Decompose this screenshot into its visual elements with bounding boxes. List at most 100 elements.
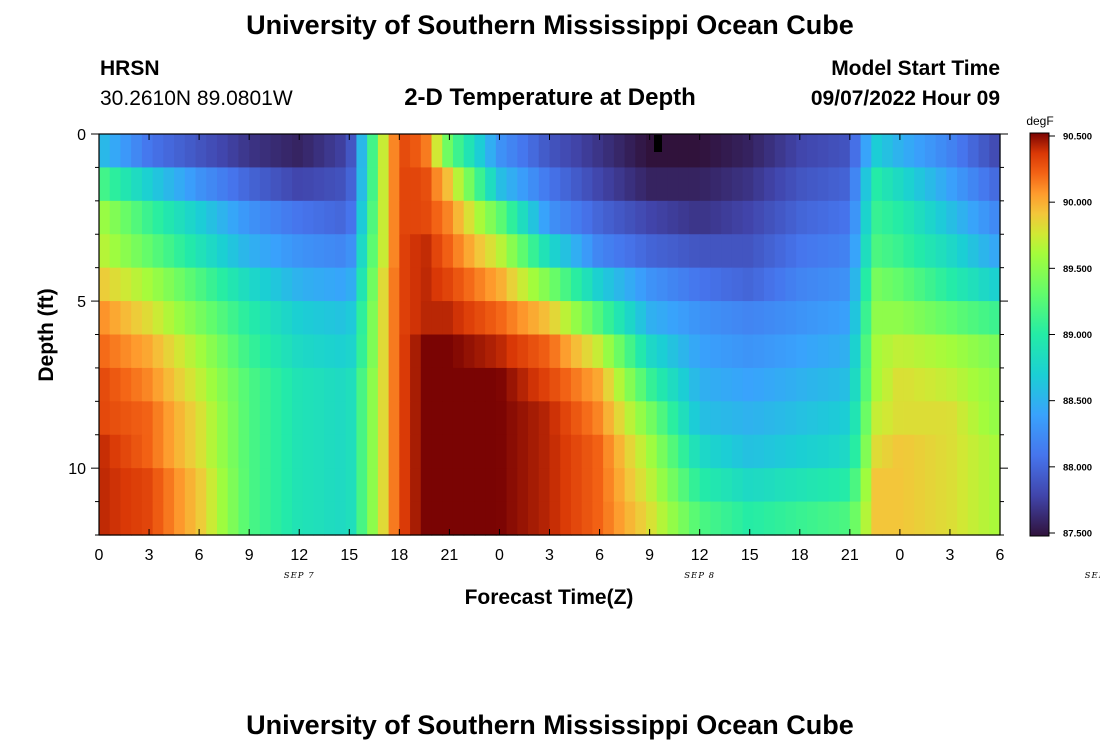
heatmap-cell [356, 334, 368, 369]
heatmap-cell [592, 367, 604, 402]
heatmap-cell [871, 134, 883, 169]
heatmap-cell [667, 434, 679, 469]
heatmap-cell [839, 167, 851, 202]
heatmap-cell [206, 367, 218, 402]
heatmap-cell [806, 200, 819, 235]
heatmap-cell [839, 234, 851, 269]
heatmap-cell [334, 401, 347, 436]
heatmap-cell [442, 334, 454, 369]
colorbar-tick-label: 90.000 [1063, 198, 1092, 209]
heatmap-cell [399, 200, 411, 235]
heatmap-cell [227, 200, 240, 235]
heatmap-cell [849, 501, 862, 536]
heatmap-cell [967, 468, 980, 503]
heatmap-cell [989, 134, 1001, 169]
heatmap-cell [721, 401, 733, 436]
heatmap-cell [774, 468, 787, 503]
heatmap-cell [710, 200, 722, 235]
heatmap-cell [946, 167, 958, 202]
heatmap-cell [227, 334, 240, 369]
heatmap-cell [313, 501, 325, 536]
heatmap-cell [592, 234, 604, 269]
heatmap-cell [141, 134, 154, 169]
heatmap-cell [849, 334, 862, 369]
heatmap-cell [367, 468, 379, 503]
heatmap-cell [924, 200, 937, 235]
colorbar-ticks: 90.500 90.000 89.500 89.000 88.500 88.000 87.5… [1049, 132, 1092, 540]
heatmap-cell [935, 134, 947, 169]
heatmap-cell [141, 167, 154, 202]
heatmap-cell [796, 468, 808, 503]
heatmap-cell [828, 134, 840, 169]
heatmap-cell [764, 267, 776, 302]
heatmap-cell [131, 167, 143, 202]
heatmap-cell [281, 267, 293, 302]
heatmap-cell [388, 401, 400, 436]
heatmap-cell [570, 301, 583, 336]
heatmap-cell [249, 434, 261, 469]
heatmap-cell [463, 468, 476, 503]
heatmap-cell [560, 234, 572, 269]
heatmap-cell [688, 367, 701, 402]
heatmap-cell [517, 167, 529, 202]
x-tick-label: 15 [741, 547, 759, 564]
heatmap-cell [410, 234, 422, 269]
heatmap-cell [892, 134, 905, 169]
heatmap-cell [882, 200, 894, 235]
heatmap-cell [710, 501, 722, 536]
heatmap-cell [120, 200, 132, 235]
heatmap-cell [152, 468, 164, 503]
heatmap-cell [646, 334, 658, 369]
heatmap-cell [796, 267, 808, 302]
heatmap-cell [946, 434, 958, 469]
heatmap-cell [882, 434, 894, 469]
heatmap-cell [99, 367, 111, 402]
heatmap-cell [817, 167, 829, 202]
heatmap-cell [699, 468, 711, 503]
heatmap-cell [281, 334, 293, 369]
x-tick-label: 9 [245, 547, 254, 564]
colorbar-tick-label: 88.000 [1063, 462, 1092, 473]
heatmap-cell [656, 367, 669, 402]
heatmap-cell [174, 200, 186, 235]
heatmap-cell [292, 200, 304, 235]
heatmap-cell [281, 200, 293, 235]
heatmap-cell [109, 501, 122, 536]
heatmap-cell [227, 367, 240, 402]
heatmap-cell [538, 401, 551, 436]
heatmap-cell [560, 200, 572, 235]
heatmap-cell [302, 334, 315, 369]
heatmap-cell [957, 134, 969, 169]
heatmap-cell [967, 234, 980, 269]
heatmap-cell [345, 267, 358, 302]
heatmap-cell [528, 401, 540, 436]
heatmap-cell [388, 301, 400, 336]
heatmap-cell [624, 401, 636, 436]
heatmap-cell [99, 167, 111, 202]
heatmap-cell [646, 468, 658, 503]
heatmap-cell [238, 401, 250, 436]
colorbar-tick-label: 87.500 [1063, 529, 1092, 540]
heatmap-cell [785, 134, 797, 169]
plot-title: 2-D Temperature at Depth [404, 84, 696, 111]
heatmap-cell [860, 367, 872, 402]
heatmap-cell [613, 468, 626, 503]
heatmap-cell [603, 401, 615, 436]
heatmap-cell [324, 434, 336, 469]
heatmap-cell [989, 367, 1001, 402]
heatmap-cell [613, 134, 626, 169]
heatmap-cell [656, 167, 669, 202]
heatmap-cell [914, 134, 926, 169]
heatmap-cell [871, 434, 883, 469]
colorbar [1029, 132, 1050, 537]
heatmap-cell [946, 200, 958, 235]
heatmap-cell [667, 234, 679, 269]
heatmap-cell [978, 468, 990, 503]
heatmap-cell [270, 334, 282, 369]
heatmap-cell [367, 434, 379, 469]
heatmap-cell [174, 501, 186, 536]
heatmap-cell [989, 200, 1001, 235]
heatmap-cell [528, 434, 540, 469]
heatmap-cell [517, 334, 529, 369]
heatmap-cell [742, 234, 754, 269]
